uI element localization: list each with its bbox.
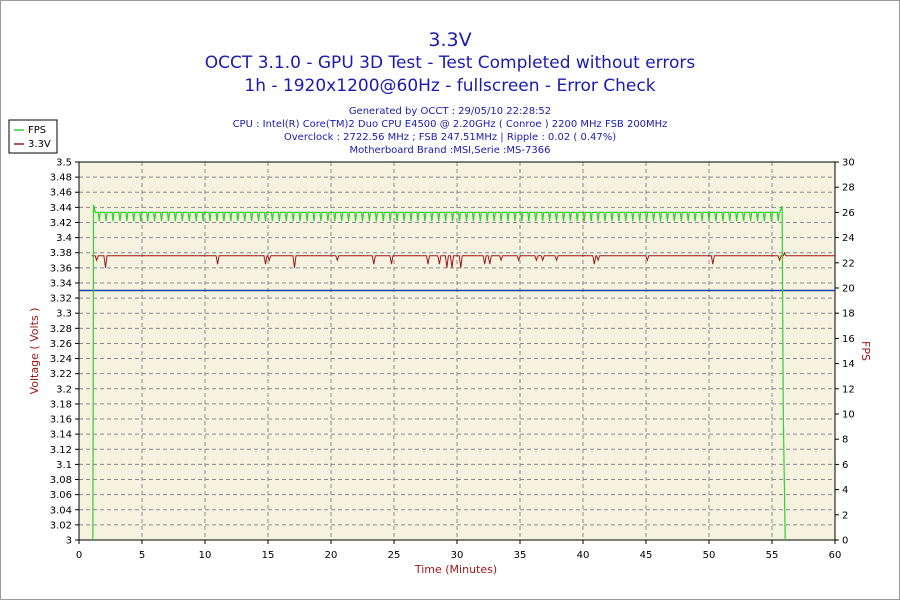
x-tick-label: 10 [199, 550, 212, 561]
x-axis-label: Time (Minutes) [414, 563, 497, 576]
x-tick-label: 20 [325, 550, 338, 561]
x-tick-label: 40 [577, 550, 590, 561]
y2-tick-label: 8 [842, 435, 848, 446]
x-tick-label: 15 [262, 550, 275, 561]
y-tick-label: 3.32 [50, 294, 72, 305]
legend-box [8, 119, 58, 154]
y2-tick-label: 28 [842, 183, 855, 194]
x-tick-label: 60 [829, 550, 842, 561]
y2-tick-label: 20 [842, 284, 855, 295]
y-tick-label: 3.08 [50, 475, 72, 486]
y2-tick-label: 24 [842, 233, 855, 244]
y2-tick-label: 22 [842, 258, 855, 269]
y-tick-label: 3.34 [50, 278, 72, 289]
chart-subtitle-line-1: OCCT 3.1.0 - GPU 3D Test - Test Complete… [205, 53, 696, 73]
legend-label-fps: FPS [28, 125, 46, 136]
y-tick-label: 3.36 [50, 263, 72, 274]
y-tick-label: 3.48 [50, 173, 72, 184]
y2-tick-label: 30 [842, 158, 855, 169]
y2-tick-label: 18 [842, 309, 855, 320]
x-tick-label: 55 [766, 550, 779, 561]
y-tick-label: 3.46 [50, 188, 72, 199]
chart-info-line-4: Motherboard Brand :MSI,Serie :MS-7366 [350, 145, 551, 156]
y-axis-label: Voltage ( Volts ) [28, 308, 41, 395]
x-tick-label: 5 [139, 550, 145, 561]
y-tick-label: 3.06 [50, 490, 72, 501]
y-tick-label: 3.42 [50, 218, 72, 229]
y-tick-label: 3 [66, 536, 72, 547]
x-tick-label: 45 [640, 550, 653, 561]
chart-info-line-3: Overclock : 2722.56 MHz ; FSB 247.51MHz … [284, 132, 616, 143]
series-fps-line [92, 204, 786, 541]
y-tick-label: 3.28 [50, 324, 72, 335]
y-tick-label: 3.26 [50, 339, 72, 350]
y-tick-label: 3.18 [50, 399, 72, 410]
chart-info-line-2: CPU : Intel(R) Core(TM)2 Duo CPU E4500 @… [233, 119, 668, 130]
y2-tick-label: 10 [842, 410, 855, 421]
y2-tick-label: 16 [842, 334, 855, 345]
y-tick-label: 3.02 [50, 520, 72, 531]
y2-axis-label: FPS [859, 341, 872, 361]
chart-subtitle-line-2: 1h - 1920x1200@60Hz - fullscreen - Error… [244, 76, 655, 96]
y-tick-label: 3.38 [50, 248, 72, 259]
y-tick-label: 3.04 [50, 505, 72, 516]
y-tick-label: 3.16 [50, 415, 72, 426]
y2-tick-label: 0 [842, 536, 848, 547]
x-tick-label: 35 [514, 550, 527, 561]
y2-tick-label: 26 [842, 208, 855, 219]
y-tick-label: 3.44 [50, 203, 72, 214]
y-tick-label: 3.12 [50, 445, 72, 456]
y-tick-label: 3.5 [56, 158, 72, 169]
y-tick-label: 3.4 [56, 233, 72, 244]
x-tick-label: 0 [76, 550, 82, 561]
y2-tick-label: 14 [842, 359, 855, 370]
x-tick-label: 30 [451, 550, 464, 561]
plot-border [78, 161, 836, 541]
legend-label-3v3: 3.3V [28, 139, 51, 150]
y2-tick-label: 6 [842, 460, 848, 471]
legend: FPS 3.3V [8, 119, 58, 154]
y2-tick-label: 4 [842, 485, 848, 496]
chart-info-line-1: Generated by OCCT : 29/05/10 22:28:52 [349, 106, 551, 117]
y-tick-label: 3.24 [50, 354, 72, 365]
y-tick-label: 3.1 [56, 460, 72, 471]
y2-tick-label: 12 [842, 384, 855, 395]
y-tick-label: 3.22 [50, 369, 72, 380]
y2-tick-label: 2 [842, 510, 848, 521]
chart-title: 3.3V [428, 29, 471, 51]
y-tick-label: 3.14 [50, 430, 72, 441]
y-tick-label: 3.3 [56, 309, 72, 320]
y-tick-label: 3.2 [56, 384, 72, 395]
series-3v3-line [91, 251, 835, 268]
x-tick-label: 25 [388, 550, 401, 561]
x-tick-label: 50 [703, 550, 716, 561]
